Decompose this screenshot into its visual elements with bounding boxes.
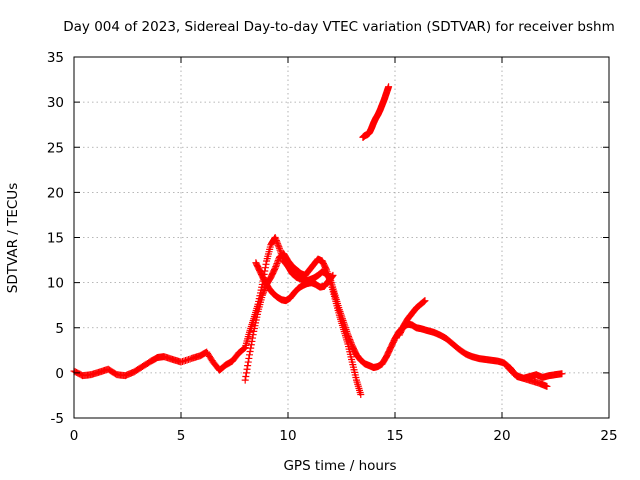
- data-point: [246, 347, 254, 355]
- chart-title: Day 004 of 2023, Sidereal Day-to-day VTE…: [63, 19, 614, 35]
- x-axis-label: GPS time / hours: [283, 458, 396, 474]
- y-tick-label: 30: [47, 95, 64, 111]
- data-point: [322, 265, 330, 273]
- data-point: [328, 272, 336, 280]
- y-tick-label: 20: [47, 185, 64, 201]
- data-point: [261, 264, 269, 272]
- data-point: [260, 287, 268, 295]
- axis-ticks: 0 5 10 15 20 25 -5 0 5 10 15 20 25 30 35: [47, 50, 618, 444]
- series-2: [241, 250, 365, 399]
- data-point: [274, 258, 282, 266]
- data-point: [248, 337, 256, 345]
- series-6: [502, 362, 551, 390]
- data-point: [385, 83, 393, 91]
- series-3: [252, 259, 337, 305]
- data-point: [242, 372, 250, 380]
- y-axis-label: SDTVAR / TECUs: [5, 183, 21, 293]
- data-point: [275, 243, 283, 251]
- data-point: [249, 334, 257, 342]
- data-point: [241, 376, 249, 384]
- data-series: [70, 83, 566, 399]
- data-point: [247, 341, 255, 349]
- data-point: [543, 382, 551, 390]
- data-point: [245, 354, 253, 362]
- data-point: [272, 237, 280, 245]
- data-point: [275, 244, 283, 252]
- data-point: [262, 260, 270, 268]
- data-point: [273, 238, 281, 246]
- data-point: [240, 344, 248, 352]
- y-tick-label: 35: [47, 50, 64, 66]
- data-point: [357, 391, 365, 399]
- data-point: [274, 256, 282, 264]
- x-tick-label: 15: [386, 428, 403, 444]
- data-point: [258, 291, 266, 299]
- data-point: [558, 370, 566, 378]
- data-point: [421, 297, 429, 305]
- x-tick-label: 5: [177, 428, 186, 444]
- x-tick-label: 20: [493, 428, 510, 444]
- y-tick-label: 25: [47, 140, 64, 156]
- x-tick-label: 0: [70, 428, 79, 444]
- data-point: [242, 369, 250, 377]
- data-point: [244, 362, 252, 370]
- grid-lines: [74, 57, 609, 418]
- data-point: [272, 263, 280, 271]
- data-point: [247, 344, 255, 352]
- data-point: [273, 260, 281, 268]
- y-tick-label: 15: [47, 231, 64, 247]
- series-4: [359, 83, 393, 141]
- data-point: [328, 273, 336, 281]
- data-point: [243, 365, 251, 373]
- x-tick-label: 10: [279, 428, 296, 444]
- y-tick-label: 10: [47, 276, 64, 292]
- data-point: [260, 288, 268, 296]
- data-point: [272, 235, 280, 243]
- data-point: [274, 241, 282, 249]
- data-point: [249, 331, 257, 339]
- data-point: [272, 261, 280, 269]
- x-tick-label: 25: [600, 428, 617, 444]
- data-point: [347, 339, 355, 347]
- data-point: [259, 290, 267, 298]
- series-1: [70, 234, 566, 382]
- data-point: [244, 358, 252, 366]
- y-tick-label: 0: [55, 366, 64, 382]
- data-point: [245, 351, 253, 359]
- series-5: [395, 297, 429, 339]
- data-point: [329, 271, 337, 279]
- data-point: [271, 234, 279, 241]
- data-point: [271, 264, 279, 272]
- y-tick-label: -5: [51, 411, 64, 427]
- data-point: [274, 240, 282, 248]
- y-tick-label: 5: [55, 321, 64, 337]
